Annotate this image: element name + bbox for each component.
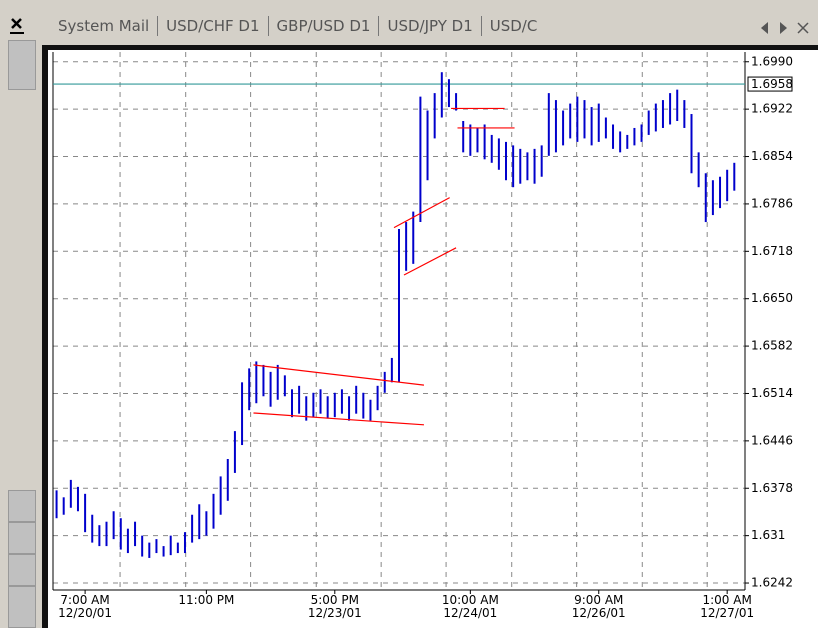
y-tick-label: 1.6990 bbox=[751, 54, 793, 68]
y-tick-label: 1.6922 bbox=[751, 102, 793, 116]
y-tick-label: 1.6650 bbox=[751, 291, 793, 305]
current-price-label: 1.6958 bbox=[751, 77, 793, 91]
side-button[interactable] bbox=[8, 554, 36, 586]
chart: 1.6990 1.6922 1.6854 1.6786 1.6718 1.6650 1.65… bbox=[42, 45, 818, 628]
y-tick-label: 1.6786 bbox=[751, 196, 793, 210]
y-tick-label: 1.6378 bbox=[751, 481, 793, 495]
y-tick-label: 1.6718 bbox=[751, 244, 793, 258]
trendline bbox=[253, 412, 425, 426]
left-strip bbox=[0, 0, 40, 628]
tab[interactable]: USD/C bbox=[480, 16, 546, 36]
tab[interactable]: GBP/USD D1 bbox=[267, 16, 379, 36]
x-tick-label: 7:00 AM 12/20/01 bbox=[58, 593, 113, 620]
y-tick-label: 1.6242 bbox=[751, 576, 793, 590]
x-tick-label: 1:00 AM 12/27/01 bbox=[700, 593, 755, 620]
tab[interactable]: USD/JPY D1 bbox=[378, 16, 480, 36]
x-tick-label: 10:00 AM 12/24/01 bbox=[441, 593, 499, 620]
y-tick-label: 1.631 bbox=[751, 528, 785, 542]
chart-background bbox=[48, 50, 818, 628]
x-tick-label: 9:00 AM 12/26/01 bbox=[571, 593, 626, 620]
x-tick-label: 5:00 PM 12/23/01 bbox=[307, 593, 362, 620]
tab-scroll-arrows[interactable] bbox=[758, 18, 818, 38]
current-price-box bbox=[747, 76, 793, 92]
y-tick-label: 1.6514 bbox=[751, 386, 793, 400]
tab[interactable]: System Mail bbox=[58, 17, 150, 35]
side-button[interactable] bbox=[8, 490, 36, 522]
tab[interactable]: USD/CHF D1 bbox=[157, 16, 267, 36]
trendline bbox=[403, 247, 457, 276]
close-icon[interactable] bbox=[8, 15, 28, 35]
trendline bbox=[393, 197, 450, 229]
side-button[interactable] bbox=[8, 40, 36, 90]
y-tick-label: 1.6582 bbox=[751, 339, 793, 353]
side-button[interactable] bbox=[8, 586, 36, 628]
y-tick-label: 1.6854 bbox=[751, 149, 793, 163]
x-tick-label: 11:00 PM bbox=[178, 593, 235, 607]
y-tick-label: 1.6446 bbox=[751, 433, 793, 447]
tab-bar: System Mail USD/CHF D1 GBP/USD D1 USD/JPY D… bbox=[50, 12, 545, 40]
trendline bbox=[253, 364, 425, 386]
side-button[interactable] bbox=[8, 522, 36, 554]
